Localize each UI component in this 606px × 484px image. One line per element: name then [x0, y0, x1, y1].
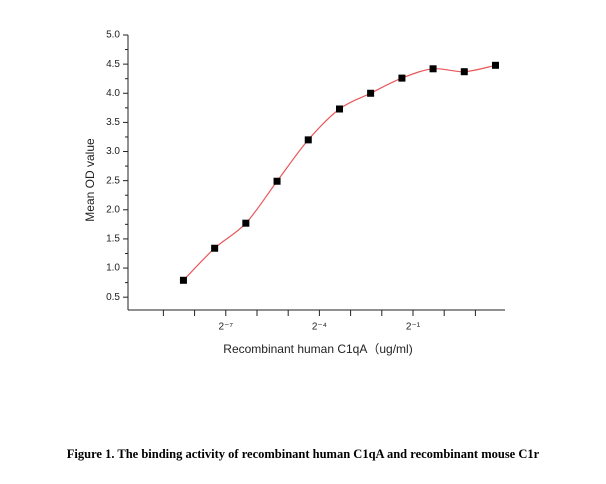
y-tick-label: 4.0: [106, 88, 120, 99]
y-tick-label: 0.5: [106, 292, 120, 303]
fit-curve: [183, 64, 496, 281]
point: [211, 244, 219, 252]
x-axis-label: Recombinant human C1qA（ug/ml): [223, 342, 412, 356]
y-tick-label: 3.5: [106, 117, 120, 128]
caption: Figure 1. The binding activity of recomb…: [67, 447, 540, 461]
y-tick-label: 4.5: [106, 59, 120, 70]
y-tick-label: 1.0: [106, 263, 120, 274]
point: [336, 105, 344, 113]
point: [429, 65, 437, 73]
x-tick-label: 2⁻⁴: [312, 322, 327, 333]
y-tick-label: 2.5: [106, 175, 120, 186]
x-tick-label: 2⁻⁷: [219, 322, 234, 333]
y-tick-label: 2.0: [106, 204, 120, 215]
y-axis-label: Mean OD value: [83, 138, 97, 222]
point: [273, 177, 281, 185]
point: [367, 89, 375, 97]
point: [304, 136, 312, 144]
x-tick-label: 2⁻¹: [406, 322, 421, 333]
point: [491, 61, 499, 69]
point: [242, 219, 250, 227]
y-tick-label: 1.5: [106, 234, 120, 245]
y-tick-label: 3.0: [106, 146, 120, 157]
point: [179, 276, 187, 284]
y-tick-label: 5.0: [106, 30, 120, 41]
point: [398, 74, 406, 82]
point: [460, 68, 468, 76]
